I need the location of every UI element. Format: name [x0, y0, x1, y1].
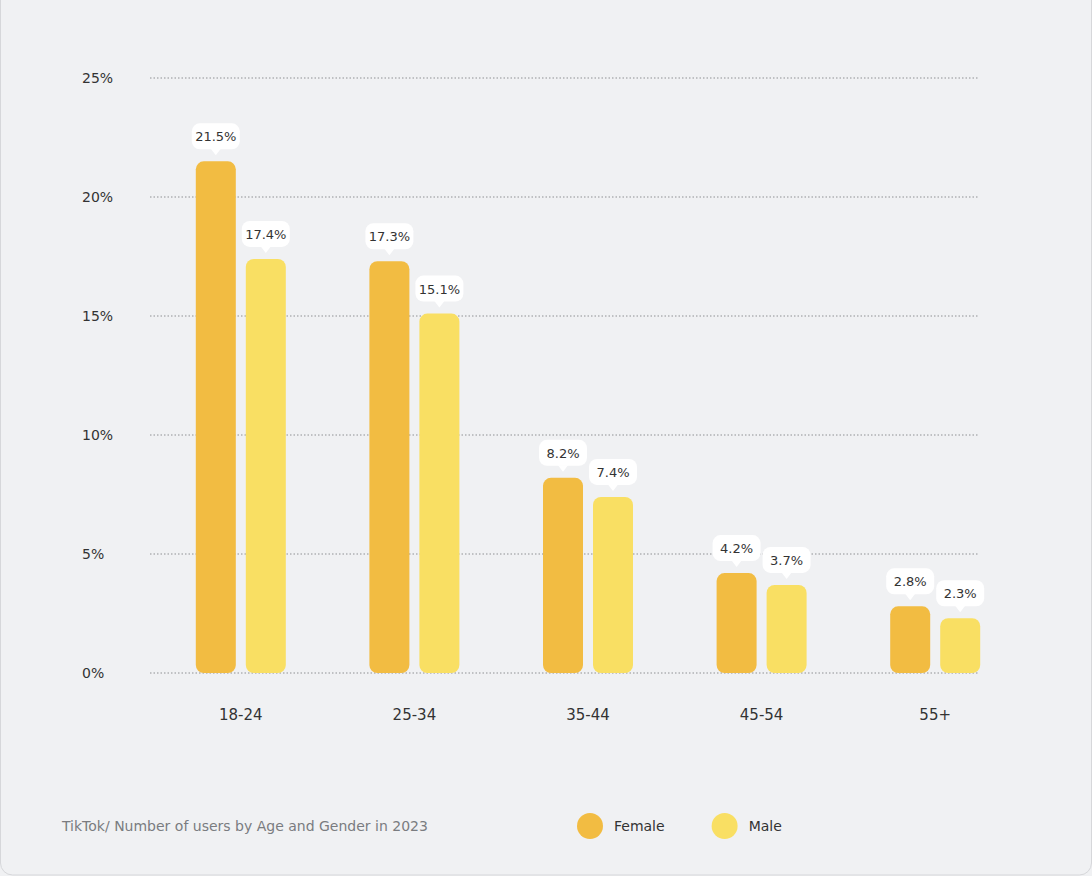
- data-labels: 21.5% 17.4% 17.3% 15.1% 8.2% 7.4% 4.2% 3.7% 2.8%…: [192, 123, 984, 612]
- chart: 0% 5% 10% 15% 20% 25% 21.5% 17.4% 17.3% 15.1% 8.2%…: [0, 0, 1092, 876]
- label-pointer: [261, 246, 271, 253]
- label-pointer: [905, 594, 915, 601]
- y-tick-label: 5%: [82, 546, 104, 562]
- title: TikTok/ Number of users by Age and Gende…: [61, 818, 428, 834]
- data-label: 2.3%: [944, 586, 977, 601]
- label-pointer: [434, 301, 444, 308]
- y-tick-label: 0%: [82, 665, 104, 681]
- legend-item: Female: [577, 813, 665, 839]
- data-label: 7.4%: [596, 465, 629, 480]
- label-box: [713, 535, 761, 561]
- label-box: [539, 440, 587, 466]
- data-label: 8.2%: [546, 446, 579, 461]
- label-box: [936, 580, 984, 606]
- data-label: 15.1%: [419, 282, 460, 297]
- label-pointer: [558, 465, 568, 472]
- y-tick-label: 20%: [82, 189, 113, 205]
- legend-swatch: [712, 813, 738, 839]
- x-tick-label: 45-54: [740, 706, 784, 724]
- x-tick-label: 35-44: [566, 706, 610, 724]
- data-label: 17.3%: [369, 229, 410, 244]
- legend-label: Male: [749, 818, 782, 834]
- grid-line: [150, 78, 978, 79]
- label-pointer: [211, 149, 221, 156]
- bar: [717, 573, 757, 673]
- legend-swatch: [577, 813, 603, 839]
- data-label: 17.4%: [245, 227, 286, 242]
- bar: [246, 259, 286, 673]
- data-label: 4.2%: [720, 541, 753, 556]
- legend-item: Male: [712, 813, 782, 839]
- y-tick-label: 25%: [82, 70, 113, 86]
- label-pointer: [384, 249, 394, 256]
- label-box: [415, 276, 463, 302]
- bar: [196, 161, 236, 673]
- label-box: [242, 221, 290, 247]
- label-box: [192, 123, 240, 149]
- bar: [890, 606, 930, 673]
- bar: [940, 618, 980, 673]
- x-tick-label: 25-34: [393, 706, 437, 724]
- bar: [767, 585, 807, 673]
- data-label: 3.7%: [770, 553, 803, 568]
- label-pointer: [608, 484, 618, 491]
- label-box: [763, 547, 811, 573]
- x-tick-label: 18-24: [219, 706, 263, 724]
- label-box: [589, 459, 637, 485]
- label-pointer: [955, 606, 965, 613]
- label-box: [365, 223, 413, 249]
- data-label: 21.5%: [195, 129, 236, 144]
- bar: [543, 478, 583, 673]
- legend-label: Female: [614, 818, 665, 834]
- data-label: 2.8%: [894, 574, 927, 589]
- x-tick-label: 55+: [919, 706, 951, 724]
- grid-line: [150, 197, 978, 198]
- label-pointer: [732, 561, 742, 568]
- bar: [593, 497, 633, 673]
- y-tick-label: 15%: [82, 308, 113, 324]
- label-box: [886, 568, 934, 594]
- card: [1, 0, 1092, 875]
- bar: [369, 261, 409, 673]
- y-tick-label: 10%: [82, 427, 113, 443]
- label-pointer: [782, 572, 792, 579]
- bar: [419, 314, 459, 673]
